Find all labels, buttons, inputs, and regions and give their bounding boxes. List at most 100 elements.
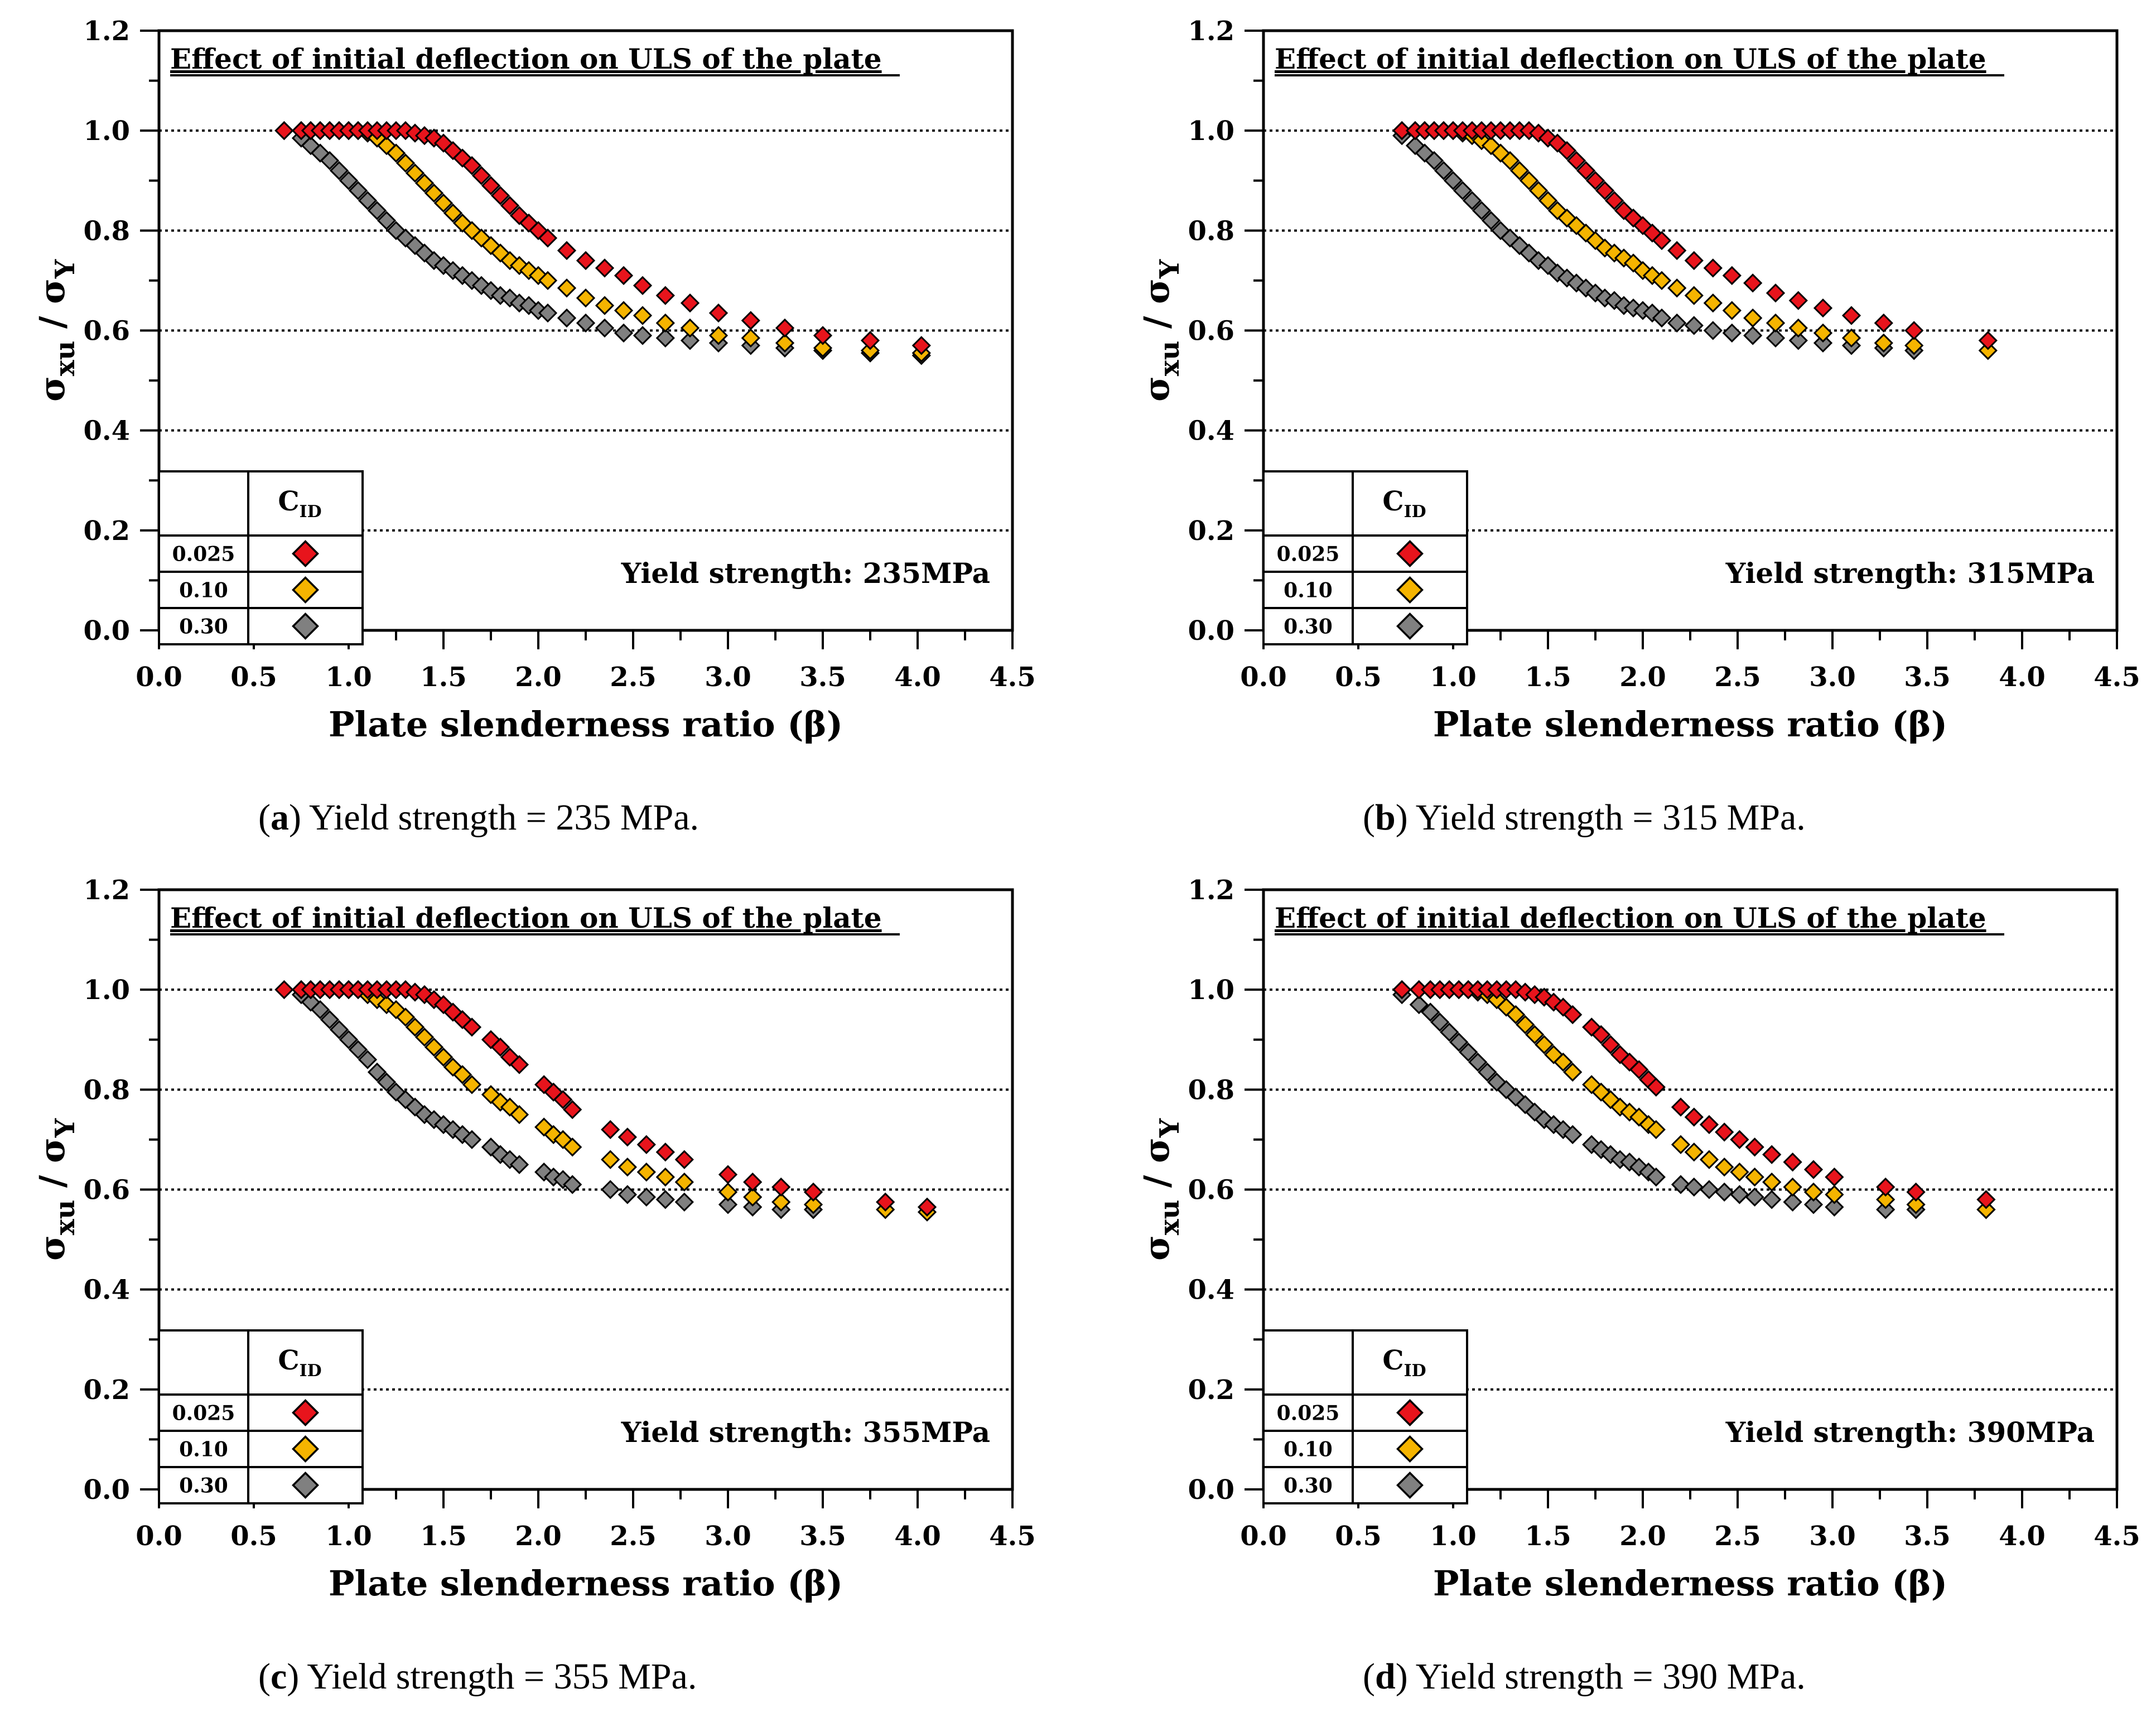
data-point (1743, 273, 1763, 293)
data-point (1459, 1043, 1478, 1062)
data-point (481, 176, 501, 195)
data-point (1766, 313, 1786, 333)
data-point (618, 1185, 637, 1204)
legend-header: CID (278, 1345, 321, 1381)
data-point (1874, 333, 1893, 353)
data-point (1978, 341, 1998, 360)
data-point (1699, 1115, 1719, 1135)
legend-header-c: C (1382, 486, 1403, 517)
y-tick-label: 0.6 (83, 1175, 130, 1206)
y-tick-label: 0.2 (83, 515, 130, 547)
legend-table: CID 0.025 0.10 0.30 (1262, 1329, 1468, 1504)
y-axis-title: σxu / σY (1136, 259, 1185, 402)
data-point (1392, 121, 1412, 141)
data-point (614, 301, 634, 320)
data-point (1978, 331, 1998, 350)
data-point (1421, 1002, 1440, 1022)
chart-title: Effect of initial deflection on ULS of t… (1275, 901, 1986, 934)
series-0.30 (274, 121, 931, 365)
legend-marker (292, 576, 319, 604)
yield-strength-annotation: Yield strength: 355MPa (621, 1416, 990, 1449)
series-0.025 (274, 121, 931, 355)
data-point (557, 308, 577, 328)
data-point (708, 303, 729, 323)
y-tick-label: 0.2 (1188, 1374, 1234, 1406)
data-point (1745, 1187, 1764, 1207)
x-tick-label: 2.0 (1619, 662, 1666, 693)
data-point (1743, 326, 1763, 345)
data-point (1601, 1035, 1620, 1054)
data-point (443, 203, 463, 223)
data-point (500, 196, 520, 215)
data-point (1766, 283, 1786, 303)
data-point (680, 318, 700, 338)
data-point (274, 980, 294, 1000)
x-tick-label: 1.5 (420, 1521, 467, 1552)
data-point (1788, 291, 1808, 310)
data-point (1671, 1135, 1691, 1154)
data-point (655, 1190, 675, 1209)
data-point (424, 184, 444, 203)
y-tick-label: 0.6 (1188, 1175, 1234, 1206)
data-point (509, 1105, 529, 1125)
x-axis-title: Plate slenderness ratio (β) (1433, 1563, 1947, 1604)
legend-marker (1396, 540, 1424, 567)
data-point (1825, 1167, 1844, 1187)
data-point (329, 161, 349, 180)
data-point (1803, 1182, 1824, 1202)
data-point (743, 1187, 763, 1207)
x-tick-label: 0.5 (230, 662, 277, 693)
data-point (1554, 1052, 1573, 1072)
data-point (1703, 321, 1723, 340)
legend-frame (158, 470, 364, 645)
data-point (674, 1150, 694, 1169)
legend-header-sub: ID (1404, 1361, 1426, 1381)
data-point (1788, 318, 1808, 338)
y-tick-label: 0.0 (83, 615, 130, 647)
caption-c: (c) Yield strength = 355 MPa. (258, 1656, 697, 1697)
data-point (1525, 1025, 1545, 1044)
x-tick-label: 2.5 (1714, 662, 1761, 693)
data-point (655, 313, 675, 333)
y-tick-label: 0.0 (83, 1474, 130, 1506)
data-point (553, 1090, 573, 1110)
y-axis-title-sigma2: σ (32, 1137, 73, 1163)
data-point (1667, 278, 1687, 298)
data-point (1722, 301, 1742, 320)
x-axis-title: Plate slenderness ratio (β) (1433, 704, 1947, 745)
y-tick-label: 0.0 (1188, 615, 1234, 647)
data-point (1392, 980, 1412, 1000)
legend-table: CID 0.025 0.10 0.30 (158, 470, 364, 645)
y-axis-title-sub-xu: xu (1154, 1200, 1185, 1236)
series-0.025 (1392, 121, 1998, 350)
legend-table: CID 0.025 0.10 0.30 (1262, 470, 1468, 645)
data-point (1472, 201, 1492, 220)
data-point (462, 156, 482, 175)
data-point (614, 266, 634, 286)
y-axis-title-sep: / (1136, 304, 1177, 341)
y-tick-label: 0.4 (1188, 1275, 1234, 1306)
data-point (358, 191, 378, 210)
data-point (1652, 271, 1672, 291)
data-point (424, 1038, 444, 1057)
legend-label: 0.30 (1284, 1474, 1333, 1498)
data-point (1783, 1177, 1802, 1197)
data-point (743, 1197, 763, 1217)
data-point (1684, 286, 1704, 305)
x-tick-label: 2.5 (1714, 1521, 1761, 1552)
y-tick-label: 0.8 (1188, 1074, 1234, 1106)
data-point (1462, 191, 1482, 210)
data-point (1730, 1130, 1749, 1150)
panel-b: 0.0 0.5 1.0 1.5 2.0 2.5 3.0 3.5 4.0 4.5 0.0 0.2 0.4 0… (1136, 16, 2140, 745)
data-point (1813, 323, 1833, 343)
x-tick-label: 3.0 (705, 662, 751, 693)
y-axis-title-sigma2: σ (32, 278, 73, 304)
y-tick-label: 0.2 (1188, 515, 1234, 547)
y-axis-title-sigma: σ (32, 1235, 73, 1261)
x-tick-label: 4.5 (2094, 662, 2140, 693)
series-0.025 (1392, 980, 1996, 1209)
data-point (1976, 1190, 1996, 1209)
data-point (674, 1172, 694, 1192)
data-point (1430, 1012, 1450, 1032)
data-point (462, 1075, 482, 1094)
